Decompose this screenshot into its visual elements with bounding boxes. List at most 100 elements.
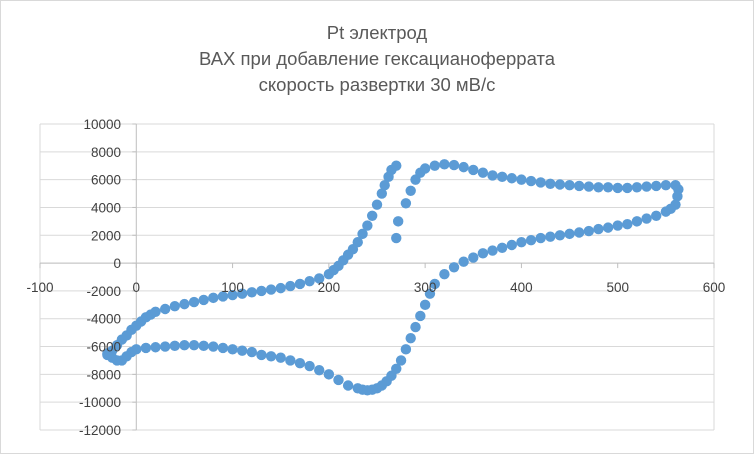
chart-title: Pt электрод ВАХ при добавление гексациан… (0, 20, 754, 98)
data-point (554, 179, 566, 190)
data-point (188, 339, 200, 351)
data-point (294, 278, 306, 290)
y-tick-label: 2000 (91, 228, 121, 243)
y-tick-label: -2000 (86, 284, 121, 299)
data-point (198, 340, 209, 352)
y-tick-label: -8000 (86, 367, 121, 382)
y-tick-label: 6000 (91, 173, 121, 188)
data-point (535, 177, 546, 188)
data-point (631, 182, 643, 193)
data-point (641, 181, 652, 192)
data-point (439, 159, 450, 170)
data-point (366, 210, 378, 221)
data-point (419, 163, 431, 174)
data-point (410, 321, 421, 333)
data-point (612, 182, 623, 194)
data-point (304, 360, 315, 372)
data-point (265, 284, 277, 295)
x-tick-label: 400 (510, 280, 533, 295)
data-point (376, 188, 388, 199)
data-point (477, 167, 489, 178)
data-point (622, 182, 633, 194)
data-point (237, 345, 248, 356)
y-tick-label: 0 (113, 256, 121, 271)
y-tick-label: -4000 (86, 312, 121, 327)
data-point (285, 280, 296, 292)
data-point (342, 380, 354, 391)
chart-title-line-2: ВАХ при добавление гексацианоферрата (198, 48, 556, 69)
data-point (415, 310, 426, 322)
data-point (487, 170, 498, 181)
data-point (641, 213, 652, 224)
data-point (574, 227, 585, 238)
data-point (405, 333, 416, 344)
data-point (362, 220, 373, 231)
data-point (554, 230, 566, 241)
data-point (392, 216, 404, 227)
data-point (525, 175, 537, 187)
data-point (583, 181, 595, 192)
data-point (496, 171, 508, 183)
data-point (516, 174, 527, 185)
x-tick-label: 300 (414, 280, 437, 295)
data-point (564, 228, 575, 240)
data-point (405, 185, 416, 196)
data-point (545, 231, 556, 242)
data-point (651, 180, 662, 192)
data-point (583, 225, 595, 237)
data-point (651, 210, 662, 221)
data-point (246, 346, 258, 358)
data-point (352, 383, 363, 394)
data-point (506, 239, 517, 251)
data-point (391, 232, 402, 244)
data-point (631, 216, 643, 227)
data-point (660, 180, 672, 191)
data-point (660, 206, 672, 217)
y-tick-label: -6000 (86, 340, 121, 355)
data-point (275, 352, 286, 363)
data-point (429, 278, 440, 290)
data-point (622, 218, 633, 230)
data-point (227, 344, 238, 355)
y-tick-label: 8000 (91, 145, 121, 160)
data-point (429, 160, 440, 171)
data-point (217, 291, 229, 302)
x-tick-label: 100 (221, 280, 244, 295)
x-tick-label: -100 (26, 280, 53, 295)
data-point (439, 269, 450, 280)
data-point (169, 301, 180, 312)
data-point (275, 282, 286, 294)
data-point (188, 296, 200, 308)
data-point (102, 349, 113, 361)
x-tick-label: 200 (318, 280, 341, 295)
data-point (458, 256, 469, 267)
data-point (179, 339, 190, 351)
data-point (487, 245, 498, 256)
data-point (150, 306, 161, 317)
data-point (237, 288, 248, 299)
data-point (448, 159, 460, 171)
data-point (333, 374, 344, 386)
data-point (179, 298, 190, 310)
data-point (448, 262, 460, 273)
data-point (574, 180, 585, 192)
data-point (208, 292, 219, 304)
data-point (602, 222, 614, 233)
x-axis-tick-labels: -100 0 100 200 300 400 500 600 (26, 280, 725, 295)
data-point (468, 252, 479, 263)
data-point (602, 182, 614, 193)
data-point (371, 199, 383, 210)
data-point (458, 161, 469, 173)
data-point (256, 349, 267, 361)
chart-title-line-3: скорость развертки 30 мВ/с (258, 74, 496, 95)
data-point (208, 341, 219, 352)
x-tick-label: 600 (703, 280, 726, 295)
data-point (496, 242, 508, 253)
data-point (352, 237, 363, 248)
data-point (265, 351, 277, 362)
y-tick-label: 10000 (83, 117, 121, 132)
data-point (227, 289, 238, 301)
data-point (612, 220, 623, 231)
data-point (285, 355, 296, 366)
